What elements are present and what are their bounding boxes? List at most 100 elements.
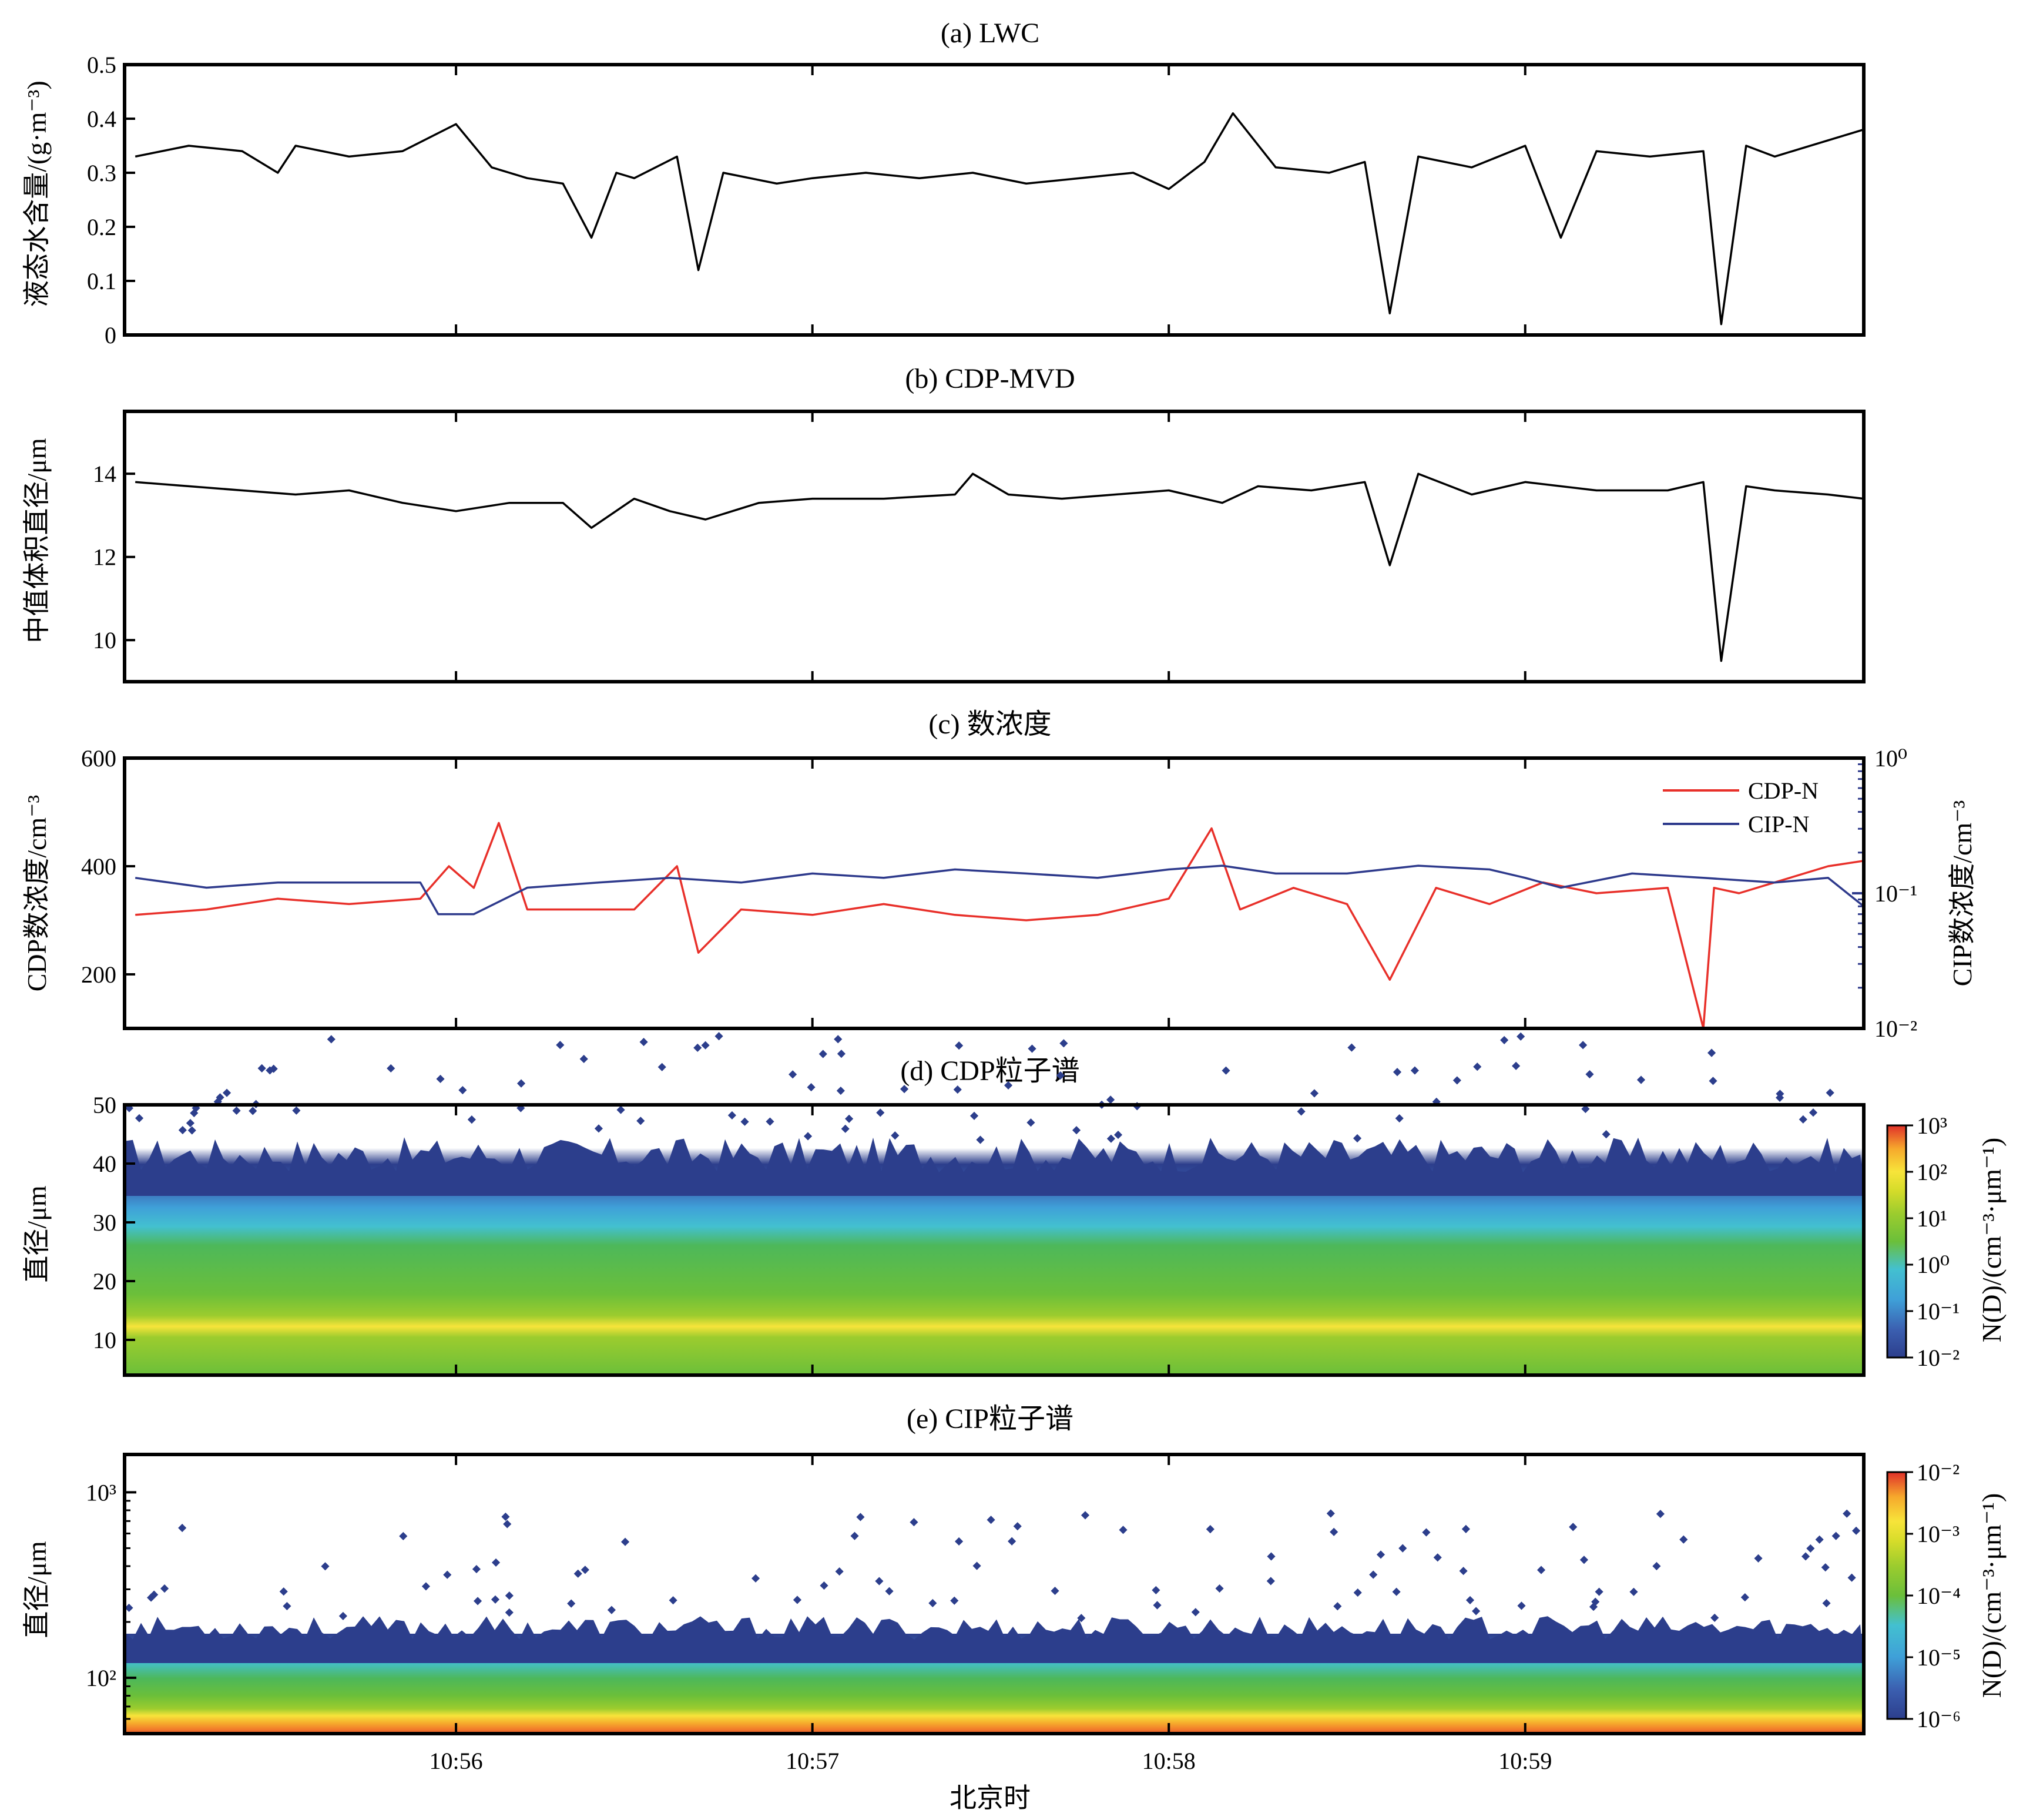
- sparse-particle-dot: [1222, 1066, 1230, 1075]
- sparse-particle-dot: [1740, 1593, 1749, 1602]
- sparse-particle-dot: [458, 1085, 467, 1095]
- sparse-particle-dot: [1465, 1596, 1475, 1604]
- sparse-particle-dot: [950, 1596, 959, 1605]
- sparse-particle-dot: [1330, 1527, 1338, 1536]
- colorbar-tick-label: 10¹: [1917, 1205, 1947, 1232]
- x-tick-label: 10:56: [430, 1748, 483, 1774]
- panel-c-ylabel-left: CDP数浓度/cm⁻³: [22, 795, 52, 992]
- panel-e-ylabel: 直径/μm: [22, 1541, 52, 1638]
- sparse-particle-dot: [1422, 1528, 1431, 1537]
- sparse-particle-dot: [740, 1117, 749, 1126]
- y-tick-label: 10³: [86, 1479, 116, 1506]
- sparse-particle-dot: [1806, 1544, 1815, 1553]
- cdp-spectrum-heatmap: [125, 1105, 1864, 1375]
- sparse-particle-dot: [279, 1587, 288, 1596]
- sparse-particle-dot: [1595, 1587, 1603, 1596]
- sparse-particle-dot: [1347, 1043, 1356, 1052]
- panel-a-frame: [123, 63, 1866, 337]
- sparse-particle-dot: [178, 1126, 187, 1135]
- sparse-particle-dot: [1536, 1566, 1546, 1574]
- panel-e-title: (e) CIP粒子谱: [907, 1403, 1073, 1434]
- colorbar-tick-label: 10³: [1917, 1112, 1947, 1139]
- sparse-particle-dot: [216, 1093, 224, 1102]
- sparse-particle-dot: [1376, 1550, 1385, 1559]
- sparse-particle-dot: [1353, 1588, 1362, 1597]
- sparse-particle-dot: [850, 1531, 859, 1540]
- sparse-particle-dot: [1512, 1061, 1521, 1070]
- sparse-particle-dot: [972, 1561, 981, 1570]
- sparse-particle-dot: [1822, 1598, 1831, 1608]
- legend-label-cip-n: CIP-N: [1748, 811, 1809, 837]
- y-tick-label: 40: [93, 1151, 116, 1177]
- colorbar-tick-label: 10⁻⁶: [1917, 1706, 1961, 1732]
- sparse-particle-dot: [953, 1085, 962, 1094]
- right-y-tick-label: 10⁻²: [1874, 1015, 1917, 1042]
- panel-a-title: (a) LWC: [941, 18, 1039, 49]
- y-tick-label: 0.1: [87, 268, 116, 294]
- sparse-particle-dot: [910, 1518, 918, 1527]
- sparse-particle-dot: [573, 1569, 582, 1578]
- y-tick-label: 0: [105, 322, 116, 348]
- sparse-particle-dot: [321, 1562, 330, 1571]
- sparse-particle-dot: [1119, 1526, 1128, 1534]
- panel-e-colorbar-ticks: 10⁻⁶ 10⁻⁵ 10⁻⁴ 10⁻³ 10⁻²: [1906, 1459, 1961, 1732]
- sparse-particle-dot: [581, 1566, 589, 1574]
- colorbar-tick-label: 10⁻⁵: [1917, 1644, 1961, 1671]
- sparse-particle-dot: [1072, 1126, 1081, 1135]
- sparse-particle-dot: [1026, 1118, 1035, 1127]
- sparse-particle-dot: [891, 1131, 900, 1140]
- sparse-particle-dot: [505, 1591, 514, 1600]
- y-tick-label: 200: [81, 961, 116, 988]
- sparse-particle-dot: [845, 1114, 854, 1123]
- panel-d-colorbar-ticks: 10⁻² 10⁻¹ 10⁰ 10¹ 10² 10³: [1906, 1112, 1960, 1371]
- y-tick-label: 50: [93, 1092, 116, 1118]
- cip-spectrum-edge: [125, 1509, 1864, 1663]
- sparse-particle-dot: [841, 1124, 850, 1133]
- sparse-particle-dot: [292, 1106, 301, 1115]
- sparse-particle-dot: [714, 1032, 723, 1041]
- panel-e-colorbar: [1886, 1471, 1907, 1720]
- sparse-particle-dot: [1106, 1134, 1115, 1143]
- colorbar-tick-label: 10²: [1917, 1159, 1947, 1185]
- sparse-particle-dot: [1851, 1526, 1861, 1535]
- sparse-particle-dot: [607, 1606, 616, 1614]
- sparse-particle-dot: [807, 1083, 816, 1092]
- sparse-particle-dot: [836, 1086, 845, 1095]
- sparse-particle-dot: [701, 1041, 710, 1050]
- panel-c-title: (c) 数浓度: [928, 709, 1051, 740]
- sparse-particle-dot: [1113, 1131, 1123, 1139]
- sparse-particle-dot: [835, 1567, 844, 1576]
- sparse-particle-dot: [1636, 1075, 1646, 1084]
- sparse-particle-dot: [1517, 1032, 1525, 1041]
- y-tick-label: 10: [93, 627, 116, 653]
- y-tick-label: 10: [93, 1327, 116, 1353]
- panel-b-ticks: 10 12 14: [93, 411, 1527, 682]
- sparse-particle-dot: [1815, 1535, 1824, 1544]
- panel-d-colorbar: [1886, 1124, 1907, 1359]
- legend: CDP-N CIP-N: [1663, 777, 1819, 837]
- contour-edge: [125, 1616, 1864, 1663]
- sparse-particle-dot: [900, 1085, 909, 1094]
- sparse-particle-dot: [976, 1135, 985, 1144]
- colorbar-tick-label: 10⁻²: [1917, 1459, 1960, 1486]
- sparse-particle-dot: [693, 1043, 702, 1053]
- panel-a-ylabel: 液态水含量/(g·m⁻³): [22, 81, 52, 307]
- y-tick-label: 12: [93, 544, 116, 571]
- sparse-particle-dot: [837, 1050, 846, 1058]
- sparse-particle-dot: [987, 1516, 995, 1524]
- sparse-particle-dot: [955, 1537, 964, 1546]
- sparse-particle-dot: [187, 1126, 196, 1135]
- colorbar-tick-label: 10⁻²: [1917, 1345, 1960, 1371]
- sparse-particle-dot: [1629, 1587, 1638, 1596]
- sparse-particle-dot: [222, 1088, 232, 1097]
- sparse-particle-dot: [1500, 1035, 1509, 1045]
- y-tick-label: 0.5: [87, 52, 116, 78]
- sparse-particle-dot: [1310, 1089, 1319, 1098]
- sparse-particle-dot: [491, 1558, 501, 1567]
- y-tick-label: 14: [93, 461, 116, 487]
- sparse-particle-dot: [1709, 1077, 1717, 1085]
- sparse-particle-dot: [1051, 1587, 1059, 1596]
- sparse-particle-dot: [1392, 1587, 1401, 1596]
- sparse-particle-dot: [1656, 1510, 1665, 1519]
